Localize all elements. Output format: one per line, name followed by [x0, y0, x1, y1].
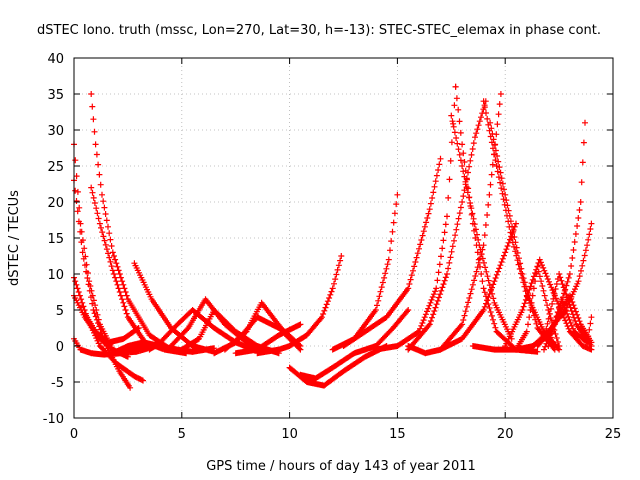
data-points — [71, 83, 595, 391]
data-point-markers — [297, 307, 412, 382]
x-tick-label: 20 — [497, 427, 514, 442]
data-series — [372, 83, 459, 353]
data-point-markers — [523, 271, 595, 353]
data-point-markers — [329, 191, 401, 353]
data-series — [81, 310, 142, 346]
data-series — [297, 307, 412, 382]
y-tick-label: 5 — [56, 304, 64, 319]
data-point-markers — [81, 310, 142, 346]
data-point-markers — [405, 98, 489, 353]
data-series — [232, 321, 304, 357]
data-series — [340, 155, 444, 349]
data-series — [448, 112, 515, 342]
data-series — [523, 271, 595, 353]
data-series — [437, 220, 519, 353]
x-tick-label: 0 — [70, 427, 78, 442]
chart-title: dSTEC Iono. truth (mssc, Lon=270, Lat=30… — [37, 23, 601, 38]
y-tick-label: 0 — [56, 340, 64, 355]
data-series — [541, 292, 595, 353]
data-series — [487, 119, 558, 353]
data-series — [405, 98, 489, 353]
y-axis: -10 -5 0 5 10 15 20 25 30 35 40 — [43, 52, 613, 427]
x-tick-label: 10 — [281, 427, 298, 442]
y-tick-label: 30 — [47, 124, 64, 139]
data-point-markers — [254, 253, 345, 357]
data-point-markers — [131, 260, 218, 355]
x-tick-label: 5 — [178, 427, 186, 442]
data-point-markers — [541, 292, 595, 353]
y-tick-label: -5 — [51, 376, 64, 391]
y-axis-label: dSTEC / TECUs — [7, 190, 22, 286]
data-series — [131, 260, 218, 355]
x-axis-label: GPS time / hours of day 143 of year 2011 — [206, 459, 476, 474]
y-tick-label: 35 — [47, 88, 64, 103]
data-point-markers — [71, 292, 159, 357]
y-tick-label: 40 — [47, 52, 64, 67]
data-series — [254, 253, 345, 357]
x-axis: 0 5 10 15 20 25 — [70, 58, 621, 442]
y-tick-label: 25 — [47, 160, 64, 175]
grid — [74, 58, 613, 418]
data-point-markers — [487, 119, 558, 353]
y-tick-label: 15 — [47, 232, 64, 247]
data-point-markers — [340, 155, 444, 349]
data-point-markers — [232, 321, 304, 357]
data-point-markers — [372, 83, 459, 353]
y-tick-label: 10 — [47, 268, 64, 283]
x-tick-label: 25 — [605, 427, 622, 442]
x-tick-label: 15 — [389, 427, 406, 442]
data-point-markers — [437, 220, 519, 353]
data-series — [71, 292, 159, 357]
data-series — [329, 191, 401, 353]
y-tick-label: 20 — [47, 196, 64, 211]
y-tick-label: -10 — [43, 412, 64, 427]
data-point-markers — [448, 112, 515, 342]
